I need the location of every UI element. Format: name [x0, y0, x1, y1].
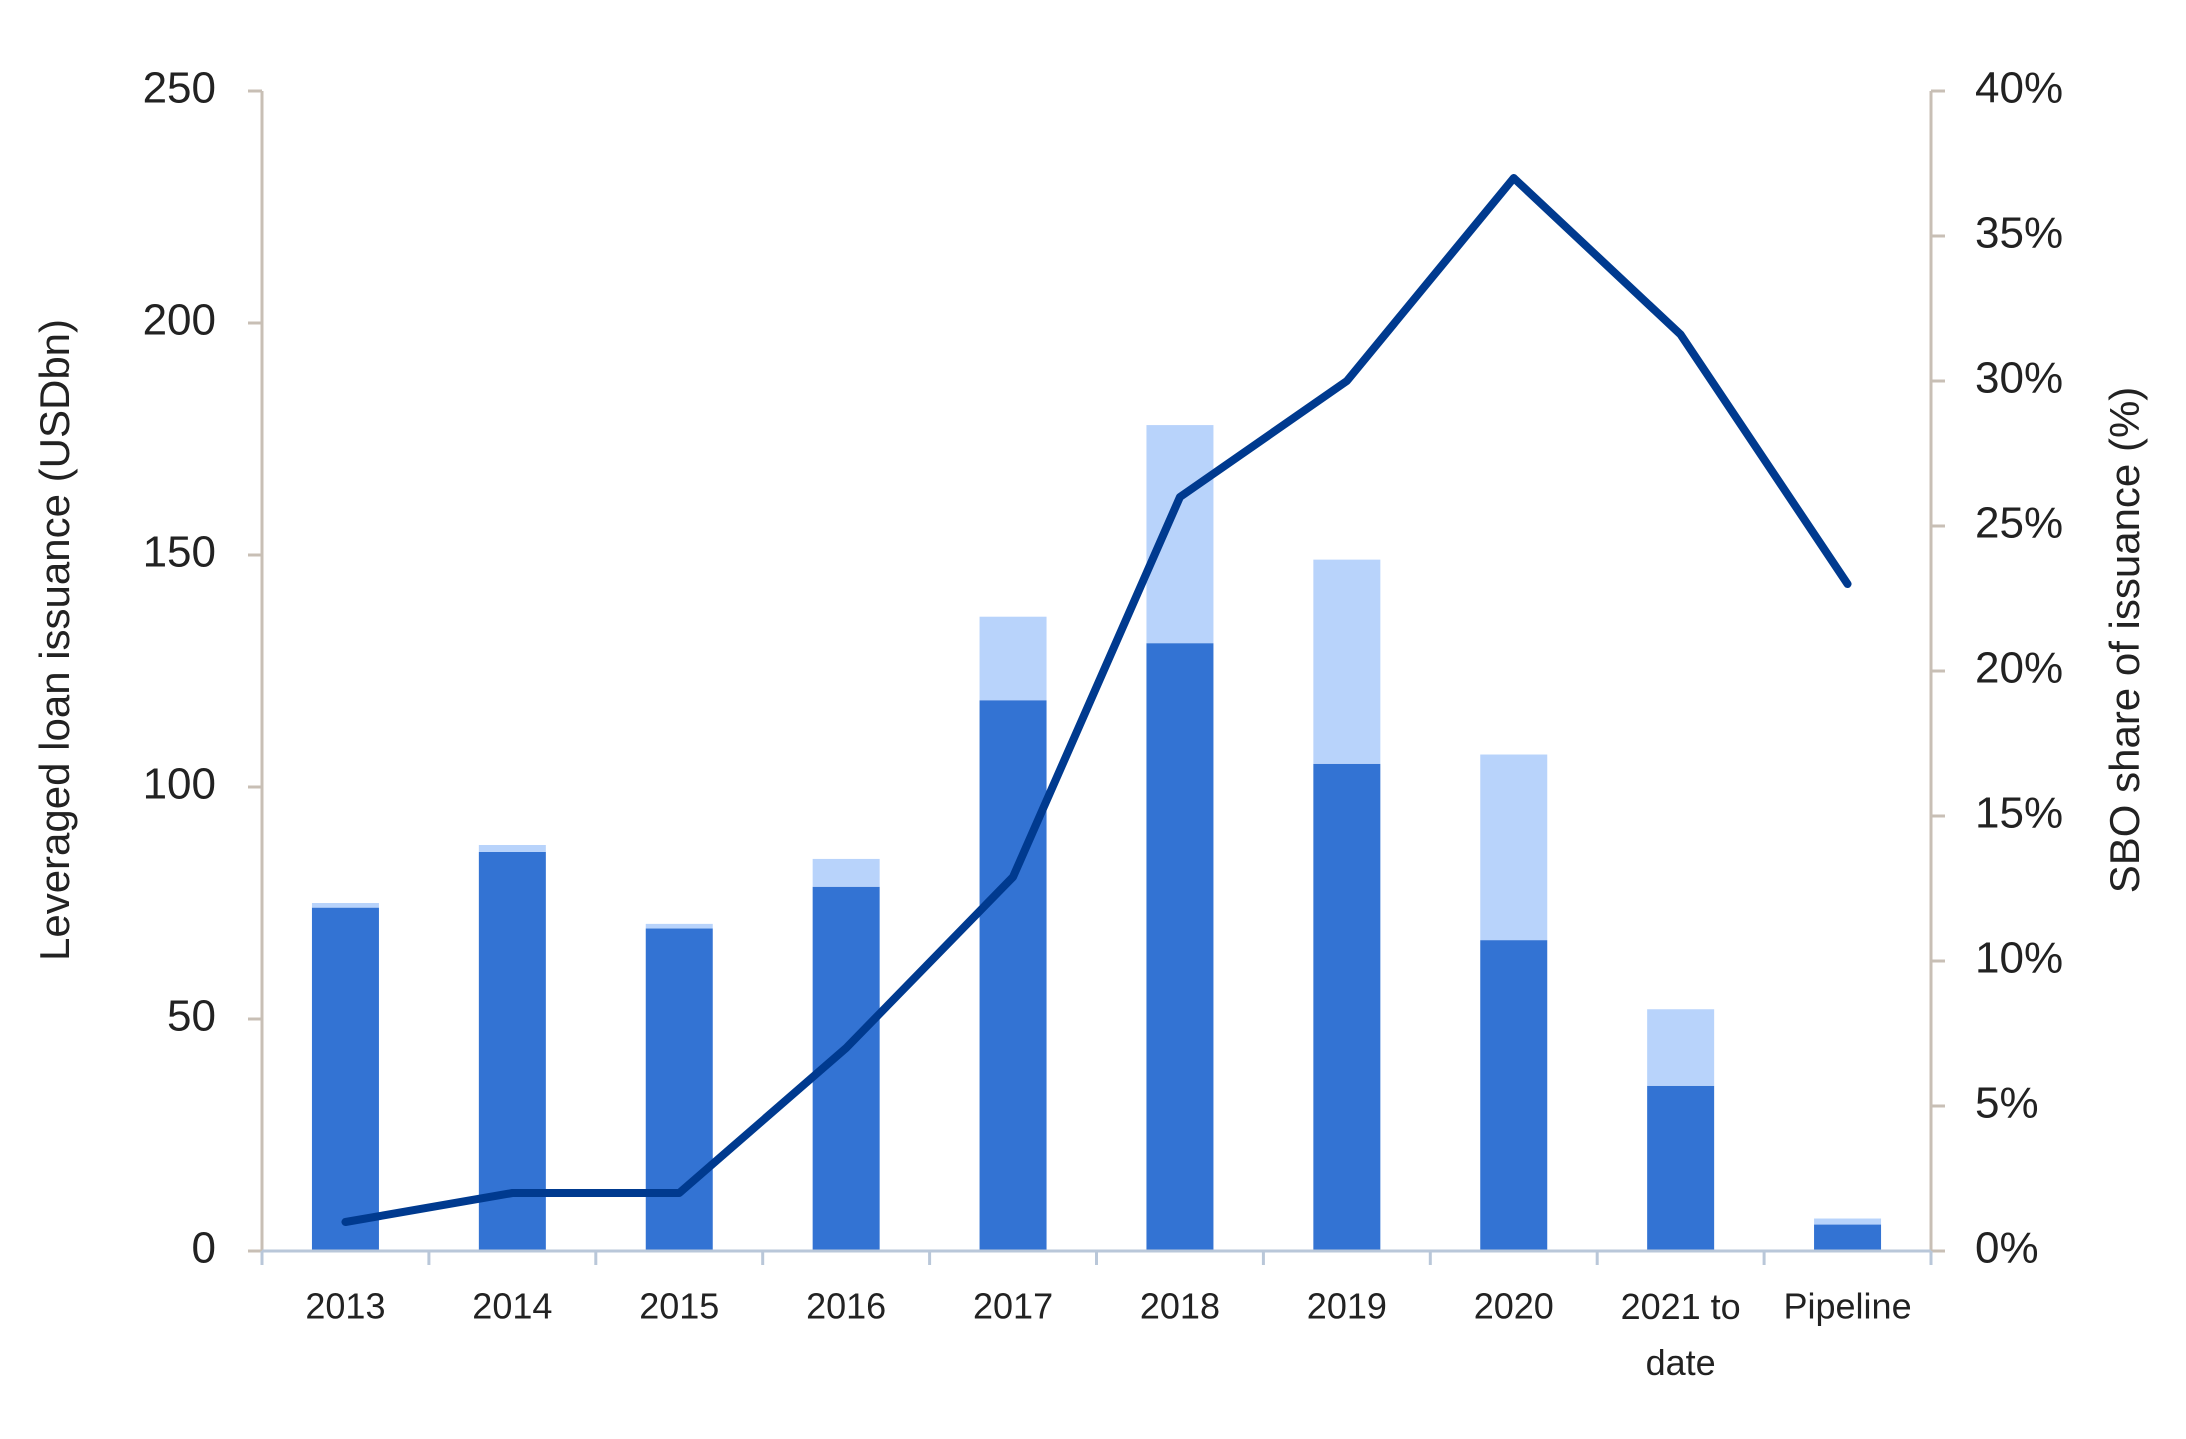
y-tick-label: 50 — [167, 992, 216, 1041]
bar — [1647, 1085, 1715, 1251]
bar — [979, 616, 1047, 701]
y2-axis-label: SBO share of issuance (%) — [2101, 387, 2148, 894]
y2-tick-label: 20% — [1975, 644, 2063, 693]
bar — [1146, 425, 1214, 644]
x-tick-label: 2020 — [1474, 1286, 1554, 1327]
x-tick-label: 2016 — [806, 1286, 886, 1327]
bar — [1814, 1224, 1882, 1251]
y-tick-label: 250 — [143, 64, 216, 113]
x-tick-label: Pipeline — [1784, 1286, 1912, 1327]
x-tick-label: 2014 — [472, 1286, 552, 1327]
x-tick-label: 2015 — [639, 1286, 719, 1327]
y-tick-label: 200 — [143, 296, 216, 345]
line — [341, 174, 1852, 1226]
y2-tick-label: 0% — [1975, 1224, 2039, 1273]
bar — [1146, 643, 1214, 1251]
y2-tick-label: 35% — [1975, 209, 2063, 258]
y2-tick-label: 15% — [1975, 789, 2063, 838]
y-tick-label: 0 — [192, 1224, 216, 1273]
bar — [645, 923, 713, 929]
x-tick-label: 2019 — [1307, 1286, 1387, 1327]
bar — [311, 907, 379, 1251]
y2-tick-label: 5% — [1975, 1079, 2039, 1128]
bar — [1313, 559, 1381, 764]
bar — [979, 700, 1047, 1251]
bar — [311, 903, 379, 908]
bar — [1647, 1009, 1715, 1086]
x-tick-label: 2021 to date — [1621, 1286, 1741, 1383]
x-tick-label: 2018 — [1140, 1286, 1220, 1327]
x-tick-label: 2017 — [973, 1286, 1053, 1327]
bar — [1814, 1218, 1882, 1225]
y2-tick-label: 30% — [1975, 354, 2063, 403]
bar — [478, 851, 546, 1251]
bar — [1313, 763, 1381, 1251]
y-tick-label: 100 — [143, 760, 216, 809]
x-tick-label: 2013 — [305, 1286, 385, 1327]
bar — [812, 858, 880, 887]
bar — [1480, 940, 1548, 1251]
bar — [1480, 754, 1548, 941]
y2-tick-label: 40% — [1975, 64, 2063, 113]
y2-tick-label: 25% — [1975, 499, 2063, 548]
y2-tick-label: 10% — [1975, 934, 2063, 983]
y-tick-label: 150 — [143, 528, 216, 577]
y-axis-label: Leveraged loan issuance (USDbn) — [31, 319, 78, 961]
bar — [478, 845, 546, 852]
bar — [645, 928, 713, 1251]
